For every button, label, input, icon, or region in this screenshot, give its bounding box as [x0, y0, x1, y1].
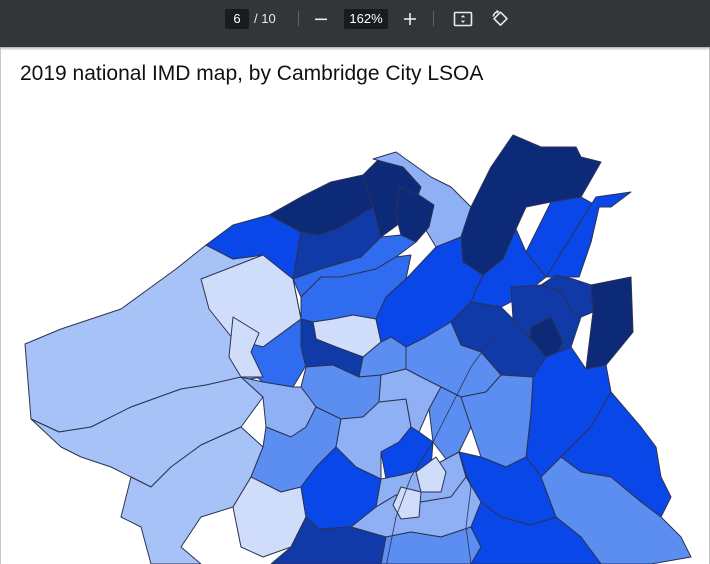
toolbar-divider	[298, 11, 299, 26]
pdf-toolbar: 6 / 10 162%	[0, 0, 710, 47]
lsoa-region	[470, 501, 602, 564]
lsoa-region	[415, 456, 447, 493]
lsoa-region	[460, 374, 534, 468]
plus-icon	[404, 13, 416, 25]
road-line	[386, 336, 494, 564]
toolbar-divider	[433, 11, 434, 26]
minus-icon	[315, 18, 327, 21]
road-line	[458, 451, 472, 564]
zoom-out-button[interactable]	[308, 6, 334, 32]
rotate-button[interactable]	[487, 6, 513, 32]
imd-choropleth-map	[24, 134, 692, 564]
pdf-page: 2019 national IMD map, by Cambridge City…	[0, 47, 710, 564]
page-total: / 10	[254, 11, 276, 26]
lsoa-region	[392, 486, 422, 520]
lsoa-region	[585, 276, 634, 370]
rotate-icon	[492, 9, 508, 26]
lsoa-region	[270, 516, 387, 564]
fit-page-icon	[453, 11, 473, 27]
lsoa-region	[395, 186, 435, 243]
zoom-level-input[interactable]: 162%	[344, 9, 388, 29]
page-title: 2019 national IMD map, by Cambridge City…	[20, 62, 484, 85]
lsoa-region	[545, 191, 632, 278]
zoom-in-button[interactable]	[397, 6, 423, 32]
page-number-input[interactable]: 6	[225, 9, 249, 29]
fit-to-page-button[interactable]	[450, 6, 476, 32]
lsoa-region	[228, 316, 264, 378]
